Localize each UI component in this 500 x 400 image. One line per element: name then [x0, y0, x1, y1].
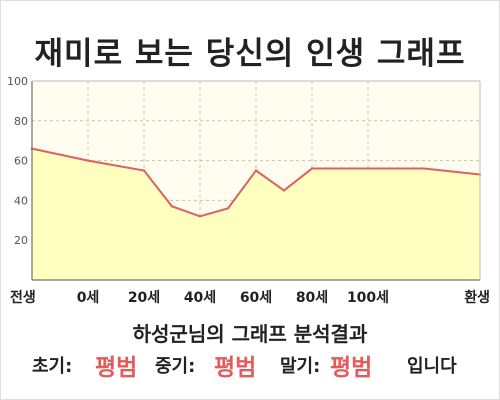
data-point	[86, 159, 90, 162]
x-tick-label: 100세	[347, 290, 389, 306]
late-value: 평범	[330, 355, 373, 381]
chart-title: 재미로 보는 당신의 인생 그래프	[34, 36, 466, 72]
x-tick-label: 환생	[464, 289, 490, 306]
mid-value: 평범	[214, 355, 257, 381]
x-tick-label: 60세	[240, 290, 272, 306]
early-value: 평범	[95, 355, 138, 381]
x-tick-label: 40세	[184, 290, 216, 306]
data-point	[254, 169, 258, 172]
mid-label: 중기:	[155, 356, 196, 377]
series-line	[31, 147, 481, 218]
late-label: 말기:	[280, 356, 321, 377]
x-tick-label: 0세	[77, 290, 100, 306]
analysis-title: 하성군님의 그래프 분석결과	[132, 322, 368, 346]
y-tick-label: 60	[14, 155, 28, 168]
y-tick-label: 20	[14, 234, 28, 247]
area-layer	[30, 147, 482, 280]
data-point	[422, 167, 426, 170]
data-point	[198, 215, 202, 218]
data-point	[142, 169, 146, 172]
x-tick-label: 전생	[10, 289, 36, 306]
y-tick-label: 80	[14, 115, 28, 128]
result-suffix: 입니다	[407, 356, 457, 377]
y-tick-label: 100	[7, 75, 28, 88]
tick-labels: 20 40 60 80 100 전생 0세 20세 40세 60세 80세 100세 환생	[7, 75, 490, 306]
data-point	[366, 167, 370, 170]
data-point	[282, 189, 286, 192]
data-point	[226, 207, 230, 210]
y-tick-label: 40	[14, 194, 28, 207]
analysis-result: 초기: 평범 중기: 평범 말기: 평범 입니다	[0, 346, 500, 381]
data-point	[170, 205, 174, 208]
x-tick-label: 20세	[128, 290, 160, 306]
data-point	[310, 167, 314, 170]
series-area	[32, 148, 480, 280]
early-label: 초기:	[32, 356, 73, 377]
life-graph-chart: 20 40 60 80 100 전생 0세 20세 40세 60세 80세 100세 환생	[7, 75, 490, 306]
x-tick-label: 80세	[296, 290, 328, 306]
axes	[31, 80, 481, 281]
